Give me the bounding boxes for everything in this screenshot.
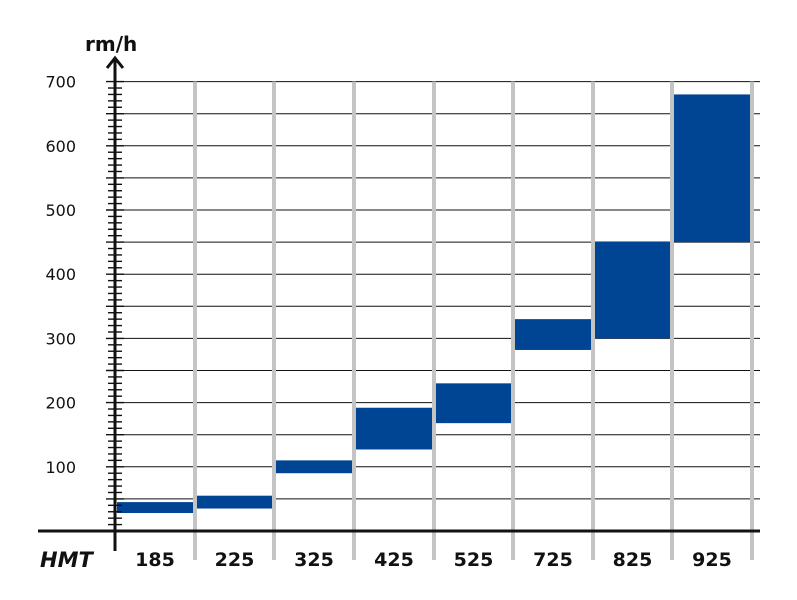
- x-axis-category-labels: 185 225 325 425 525 725 825 925: [135, 549, 732, 571]
- y-tick-label-100: 100: [45, 458, 76, 477]
- y-tick-label-400: 400: [45, 265, 76, 284]
- y-axis-arrow-icon: [105, 55, 125, 69]
- range-bar-325: [276, 460, 352, 474]
- x-tick-label-825: 825: [613, 549, 653, 571]
- range-bar-225: [197, 495, 272, 509]
- y-axis-tick-labels: 100 200 300 400 500 600 700: [45, 73, 76, 477]
- range-bar-525: [436, 383, 511, 424]
- range-bar-825: [595, 241, 670, 339]
- horizontal-gridlines: [115, 81, 760, 500]
- x-axis-name-label: HMT: [40, 548, 94, 572]
- x-tick-label-185: 185: [135, 549, 175, 571]
- x-tick-label-925: 925: [692, 549, 732, 571]
- y-tick-label-700: 700: [45, 73, 76, 92]
- range-bar-925: [674, 94, 750, 243]
- y-tick-label-200: 200: [45, 394, 76, 413]
- range-bar-425: [356, 407, 432, 450]
- x-tick-label-725: 725: [533, 549, 573, 571]
- range-bar-185: [117, 502, 193, 514]
- y-tick-label-500: 500: [45, 201, 76, 220]
- x-tick-label-325: 325: [294, 549, 334, 571]
- x-tick-label-225: 225: [215, 549, 255, 571]
- y-tick-label-300: 300: [45, 329, 76, 348]
- x-tick-label-425: 425: [374, 549, 414, 571]
- x-tick-label-525: 525: [454, 549, 494, 571]
- range-bar-725: [515, 319, 591, 350]
- y-tick-label-600: 600: [45, 137, 76, 156]
- range-bars: [117, 94, 750, 514]
- vertical-gridlines: [193, 81, 754, 560]
- y-axis-unit-label: rm/h: [85, 32, 137, 56]
